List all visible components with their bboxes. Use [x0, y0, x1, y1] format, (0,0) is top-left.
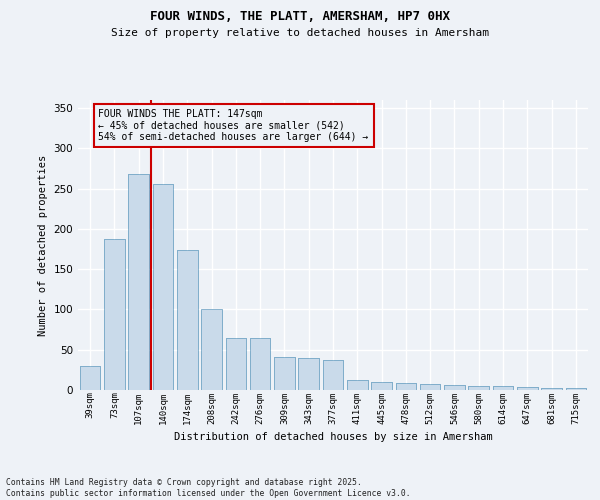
Bar: [201, 310, 222, 390]
Bar: [152, 184, 173, 390]
Bar: [371, 382, 392, 390]
Bar: [395, 383, 416, 390]
Text: FOUR WINDS, THE PLATT, AMERSHAM, HP7 0HX: FOUR WINDS, THE PLATT, AMERSHAM, HP7 0HX: [150, 10, 450, 23]
Text: FOUR WINDS THE PLATT: 147sqm
← 45% of detached houses are smaller (542)
54% of s: FOUR WINDS THE PLATT: 147sqm ← 45% of de…: [98, 108, 368, 142]
Bar: [371, 382, 392, 390]
Bar: [298, 358, 319, 390]
Bar: [420, 384, 440, 390]
Bar: [177, 250, 197, 390]
Bar: [226, 338, 246, 390]
Bar: [177, 250, 197, 390]
Bar: [541, 388, 562, 390]
Bar: [201, 310, 222, 390]
Bar: [152, 184, 173, 390]
Bar: [493, 386, 514, 390]
Bar: [104, 238, 125, 390]
Bar: [128, 174, 149, 390]
Text: Size of property relative to detached houses in Amersham: Size of property relative to detached ho…: [111, 28, 489, 38]
Text: Distribution of detached houses by size in Amersham: Distribution of detached houses by size …: [173, 432, 493, 442]
Bar: [469, 386, 489, 390]
Bar: [128, 174, 149, 390]
Bar: [347, 380, 368, 390]
Bar: [493, 386, 514, 390]
Bar: [420, 384, 440, 390]
Bar: [444, 385, 465, 390]
Bar: [323, 360, 343, 390]
Bar: [517, 387, 538, 390]
Text: Contains HM Land Registry data © Crown copyright and database right 2025.
Contai: Contains HM Land Registry data © Crown c…: [6, 478, 410, 498]
Bar: [517, 387, 538, 390]
Bar: [541, 388, 562, 390]
Bar: [80, 366, 100, 390]
Bar: [469, 386, 489, 390]
Bar: [80, 366, 100, 390]
Bar: [347, 380, 368, 390]
Bar: [566, 388, 586, 390]
Bar: [250, 338, 271, 390]
Bar: [323, 360, 343, 390]
Bar: [395, 383, 416, 390]
Y-axis label: Number of detached properties: Number of detached properties: [38, 154, 48, 336]
Bar: [566, 388, 586, 390]
Bar: [274, 357, 295, 390]
Bar: [226, 338, 246, 390]
Bar: [250, 338, 271, 390]
Bar: [298, 358, 319, 390]
Bar: [274, 357, 295, 390]
Bar: [104, 238, 125, 390]
Bar: [444, 385, 465, 390]
